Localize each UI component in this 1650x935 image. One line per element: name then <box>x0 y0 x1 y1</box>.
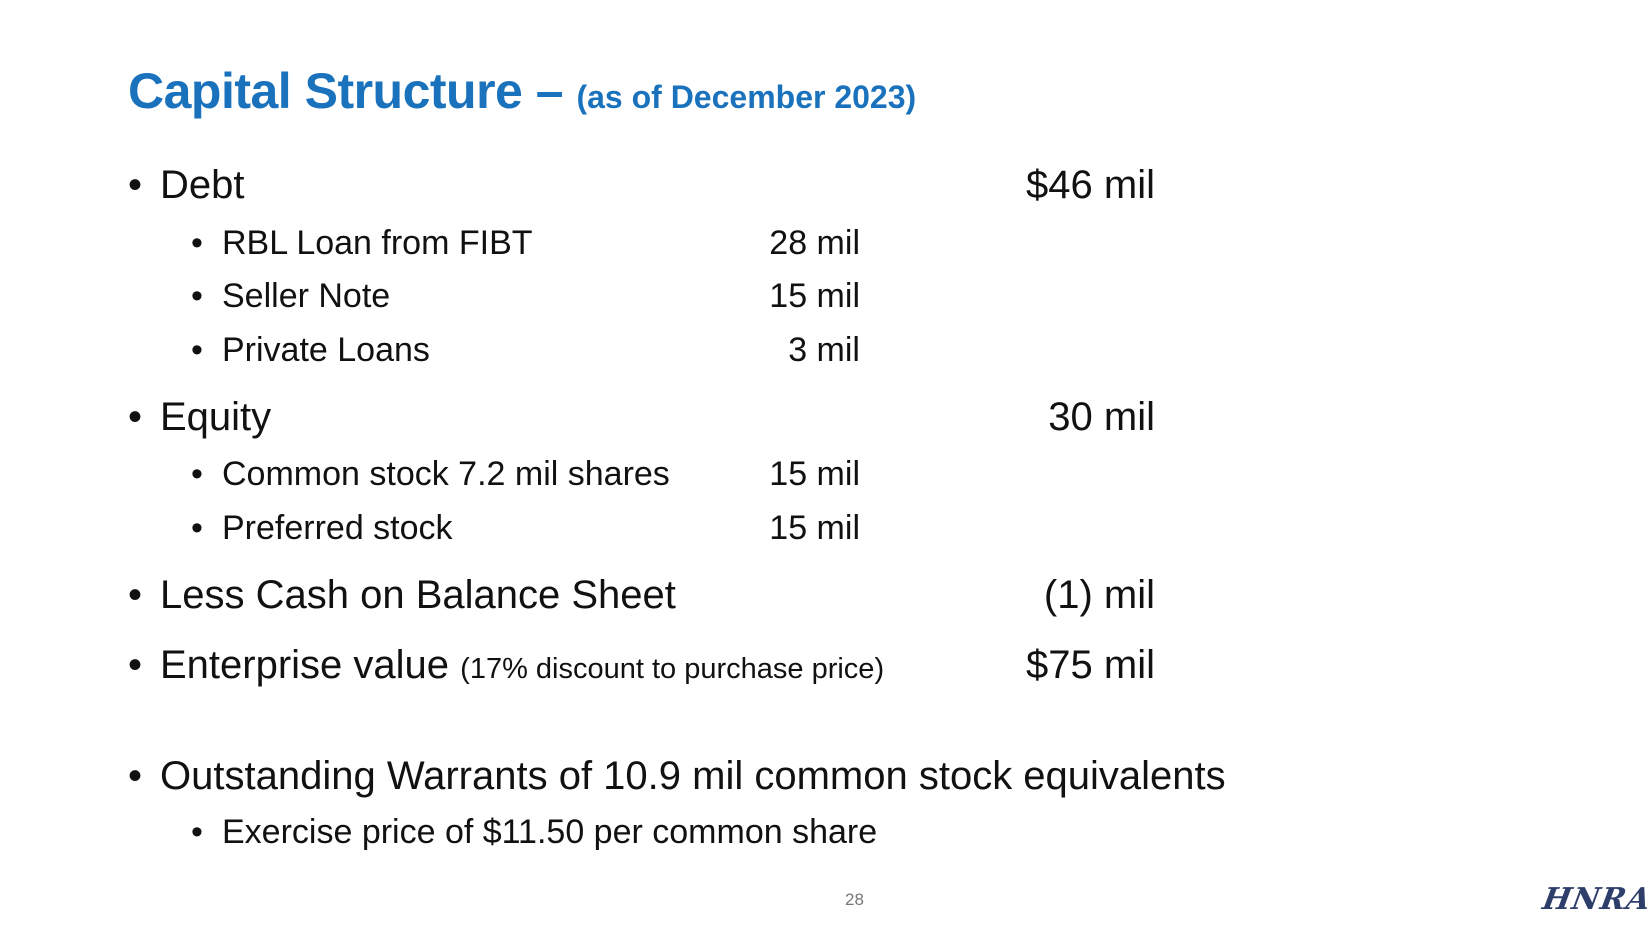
seller-note-value: 15 mil <box>769 277 860 315</box>
enterprise-value-note: (17% discount to purchase price) <box>460 653 885 685</box>
title-main: Capital Structure – <box>128 63 577 119</box>
bullet-preferred-stock: • Preferred stock <box>191 509 453 548</box>
bullet-exercise-price: • Exercise price of $11.50 per common sha… <box>191 813 877 852</box>
page-number: 28 <box>845 890 864 909</box>
bullet-icon: • <box>191 455 203 493</box>
equity-value: 30 mil <box>1048 395 1155 439</box>
bullet-private-loans: • Private Loans <box>191 331 430 370</box>
bullet-cash: • Less Cash on Balance Sheet <box>128 573 676 618</box>
bullet-icon: • <box>191 224 203 262</box>
debt-label: Debt <box>160 163 245 207</box>
preferred-stock-value: 15 mil <box>769 509 860 547</box>
hnra-logo: HNRA <box>1539 882 1650 917</box>
bullet-common-stock: • Common stock 7.2 mil shares <box>191 455 670 494</box>
slide-title: Capital Structure – (as of December 2023… <box>128 62 916 120</box>
bullet-icon: • <box>128 643 143 687</box>
bullet-warrants: • Outstanding Warrants of 10.9 mil common… <box>128 754 1226 799</box>
bullet-icon: • <box>191 509 203 547</box>
common-stock-label: Common stock 7.2 mil shares <box>222 455 670 493</box>
bullet-enterprise-value: • Enterprise value (17% discount to purch… <box>128 643 884 688</box>
bullet-equity: • Equity <box>128 395 271 440</box>
title-subtitle: (as of December 2023) <box>576 79 917 115</box>
bullet-icon: • <box>128 163 143 207</box>
private-loans-label: Private Loans <box>222 331 430 369</box>
bullet-icon: • <box>191 277 203 315</box>
rbl-loan-value: 28 mil <box>769 224 860 262</box>
bullet-icon: • <box>128 395 143 439</box>
rbl-loan-label: RBL Loan from FIBT <box>222 224 533 262</box>
private-loans-value: 3 mil <box>788 331 860 369</box>
bullet-icon: • <box>128 573 143 617</box>
exercise-price-label: Exercise price of $11.50 per common shar… <box>222 813 878 851</box>
debt-value: $46 mil <box>1026 163 1155 207</box>
cash-label: Less Cash on Balance Sheet <box>160 573 676 617</box>
enterprise-value-value: $75 mil <box>1026 643 1155 687</box>
preferred-stock-label: Preferred stock <box>222 509 453 547</box>
bullet-seller-note: • Seller Note <box>191 277 390 316</box>
enterprise-value-label: Enterprise value <box>160 643 461 687</box>
warrants-label: Outstanding Warrants of 10.9 mil common … <box>160 754 1226 798</box>
bullet-icon: • <box>128 754 143 798</box>
seller-note-label: Seller Note <box>222 277 391 315</box>
bullet-rbl-loan: • RBL Loan from FIBT <box>191 224 533 263</box>
bullet-debt: • Debt <box>128 163 245 208</box>
equity-label: Equity <box>160 395 272 439</box>
cash-value: (1) mil <box>1043 573 1155 617</box>
bullet-icon: • <box>191 813 203 851</box>
common-stock-value: 15 mil <box>769 455 860 493</box>
bullet-icon: • <box>191 331 203 369</box>
